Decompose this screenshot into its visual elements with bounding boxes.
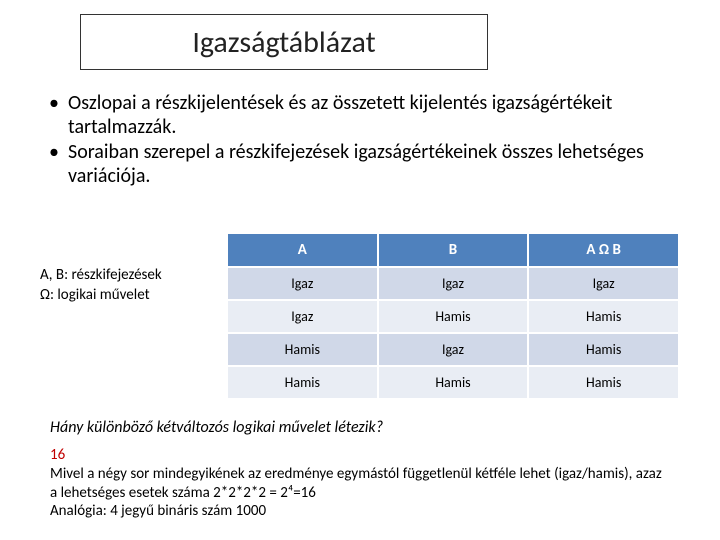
bullet-item: • Oszlopai a részkijelentések és az össz… <box>40 92 680 139</box>
question-text: Hány különböző kétváltozós logikai művel… <box>50 418 383 437</box>
legend-line: A, B: részkifejezések <box>40 266 226 286</box>
truth-table: A B A Ω B Igaz Igaz Igaz Igaz Hamis Hami… <box>226 232 680 400</box>
table-cell: Hamis <box>528 333 679 366</box>
table-header: B <box>378 233 529 267</box>
bullet-dot: • <box>40 92 68 139</box>
table-cell: Igaz <box>227 267 378 300</box>
table-header: A Ω B <box>528 233 679 267</box>
answer-analogy: Analógia: 4 jegyű bináris szám 1000 <box>50 502 266 520</box>
table-cell: Hamis <box>227 333 378 366</box>
bullet-text: Oszlopai a részkijelentések és az összet… <box>68 92 680 139</box>
table-cell: Igaz <box>227 300 378 333</box>
table-row: Igaz Igaz Igaz <box>227 267 679 300</box>
table-row: Hamis Hamis Hamis <box>227 366 679 399</box>
legend-line: Ω: logikai művelet <box>40 286 226 306</box>
table-cell: Hamis <box>378 366 529 399</box>
page-title: Igazságtáblázat <box>80 14 488 70</box>
table-cell: Hamis <box>528 366 679 399</box>
truth-table-wrap: A B A Ω B Igaz Igaz Igaz Igaz Hamis Hami… <box>226 232 680 400</box>
bullet-item: • Soraiban szerepel a részkifejezések ig… <box>40 141 680 188</box>
table-header: A <box>227 233 378 267</box>
table-cell: Igaz <box>378 333 529 366</box>
table-row: Hamis Igaz Hamis <box>227 333 679 366</box>
answer-explanation: Mivel a négy sor mindegyikének az eredmé… <box>50 465 662 502</box>
table-cell: Igaz <box>378 267 529 300</box>
table-cell: Hamis <box>227 366 378 399</box>
legend: A, B: részkifejezések Ω: logikai művelet <box>40 232 226 400</box>
bullet-list: • Oszlopai a részkijelentések és az össz… <box>40 92 680 190</box>
table-cell: Igaz <box>528 267 679 300</box>
answer-block: 16 Mivel a négy sor mindegyikének az ere… <box>50 446 670 521</box>
table-cell: Hamis <box>378 300 529 333</box>
content-row: A, B: részkifejezések Ω: logikai művelet… <box>40 232 680 400</box>
table-row: Igaz Hamis Hamis <box>227 300 679 333</box>
table-cell: Hamis <box>528 300 679 333</box>
bullet-dot: • <box>40 141 68 188</box>
answer-number: 16 <box>50 446 65 464</box>
bullet-text: Soraiban szerepel a részkifejezések igaz… <box>68 141 680 188</box>
